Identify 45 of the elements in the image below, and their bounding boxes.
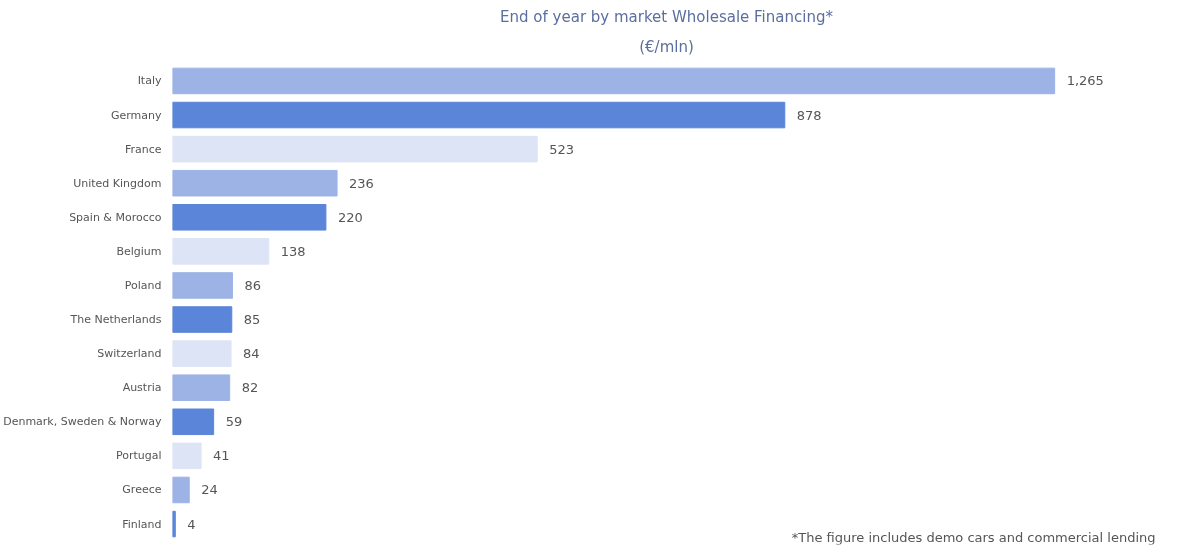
bar	[172, 476, 190, 504]
y-tick-label: Austria	[122, 381, 162, 395]
bar	[172, 67, 1056, 95]
data-label: 878	[796, 107, 822, 123]
bar	[172, 510, 176, 538]
data-label: 84	[243, 346, 260, 362]
annotation: *The figure includes demo cars and commercial lending	[791, 529, 1156, 545]
bar	[172, 306, 233, 333]
data-label: 220	[337, 209, 363, 225]
y-tick-label: Switzerland	[97, 347, 162, 361]
y-tick-label: Poland	[124, 278, 162, 292]
bar	[172, 204, 327, 231]
bar	[172, 374, 231, 401]
data-label: 523	[549, 141, 575, 157]
data-label: 82	[241, 380, 259, 396]
bar	[172, 408, 215, 436]
y-tick-label: Denmark, Sweden & Norway	[3, 415, 162, 429]
bar	[172, 169, 338, 197]
data-label: 86	[244, 277, 262, 293]
bar	[172, 238, 270, 265]
data-label: 41	[213, 448, 230, 464]
y-tick-label: France	[124, 142, 162, 156]
bar	[172, 135, 538, 163]
y-tick-label: Spain & Morocco	[69, 210, 162, 224]
chart-subtitle: (€/mln)	[639, 37, 694, 56]
bar	[172, 442, 202, 470]
bar	[172, 101, 786, 129]
data-label: 85	[243, 312, 261, 328]
data-label: 138	[280, 243, 306, 259]
data-label: 59	[225, 414, 243, 430]
y-tick-label: Italy	[137, 74, 162, 88]
y-tick-label: Finland	[122, 517, 162, 531]
data-label: 24	[201, 482, 218, 498]
chart-title: End of year by market Wholesale Financing*	[500, 7, 834, 26]
bar	[172, 272, 233, 299]
y-tick-label: Greece	[122, 483, 162, 497]
data-label: 236	[349, 175, 374, 191]
data-label: 4	[187, 516, 196, 532]
y-tick-label: Belgium	[116, 244, 162, 258]
y-tick-label: Germany	[110, 108, 162, 122]
y-tick-label: The Netherlands	[69, 313, 162, 327]
y-tick-label: United Kingdom	[73, 176, 162, 190]
data-label: 1,265	[1066, 73, 1104, 89]
bar	[172, 340, 232, 367]
y-tick-label: Portugal	[115, 449, 162, 463]
